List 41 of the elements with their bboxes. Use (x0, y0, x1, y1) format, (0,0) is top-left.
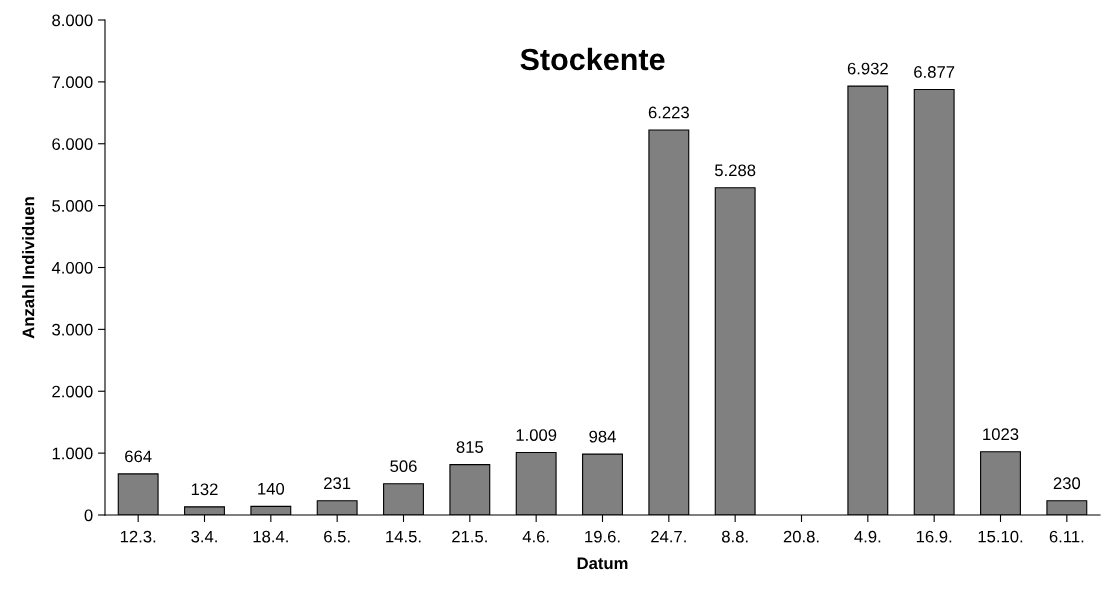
y-tick-label: 7.000 (52, 76, 93, 89)
data-label: 230 (1053, 477, 1081, 490)
data-label: 984 (589, 430, 616, 443)
y-tick-label: 1.000 (52, 447, 93, 460)
y-tick-label: 5.000 (52, 200, 93, 212)
y-tick-label: 8.000 (52, 14, 93, 27)
x-axis-title: Datum (577, 557, 628, 570)
y-tick-label: 6.000 (52, 138, 93, 150)
x-tick-label: 18.4. (253, 530, 288, 543)
data-label: 6.877 (914, 66, 955, 78)
data-label: 6.932 (847, 62, 888, 75)
data-label: 140 (258, 482, 285, 495)
x-tick-label: 19.6. (585, 530, 620, 543)
x-tick-label: 16.9. (916, 530, 952, 543)
data-label: 1.009 (516, 429, 557, 441)
data-label: 506 (390, 460, 417, 473)
data-label: 664 (125, 450, 152, 463)
x-tick-label: 15.10. (978, 530, 1023, 543)
x-tick-label: 4.9. (854, 530, 881, 543)
data-label: 815 (456, 441, 484, 453)
text: Stockente (520, 47, 665, 71)
data-label: 1023 (983, 428, 1019, 441)
data-label: 231 (324, 477, 351, 490)
y-axis-title: Anzahl Individuen (22, 197, 35, 339)
data-label: 5.288 (714, 164, 756, 177)
x-tick-label: 12.3. (120, 530, 156, 543)
x-tick-label: 14.5. (386, 530, 421, 543)
x-tick-label: 24.7. (651, 530, 686, 543)
y-tick-label: 4.000 (51, 261, 93, 274)
y-tick-label: 0 (84, 509, 93, 522)
x-tick-label: 20.8. (783, 530, 819, 543)
y-tick-label: 3.000 (52, 323, 93, 336)
x-tick-label: 3.4. (191, 530, 217, 543)
x-tick-label: 21.5. (452, 530, 487, 543)
data-label: 6.223 (648, 106, 689, 119)
x-tick-label: 8.8. (721, 530, 748, 543)
y-tick-label: 2.000 (52, 385, 93, 398)
data-label: 132 (191, 483, 218, 496)
x-tick-label: 6.11. (1049, 530, 1084, 543)
x-tick-label: 4.6. (522, 530, 549, 543)
x-tick-label: 6.5. (324, 530, 350, 543)
